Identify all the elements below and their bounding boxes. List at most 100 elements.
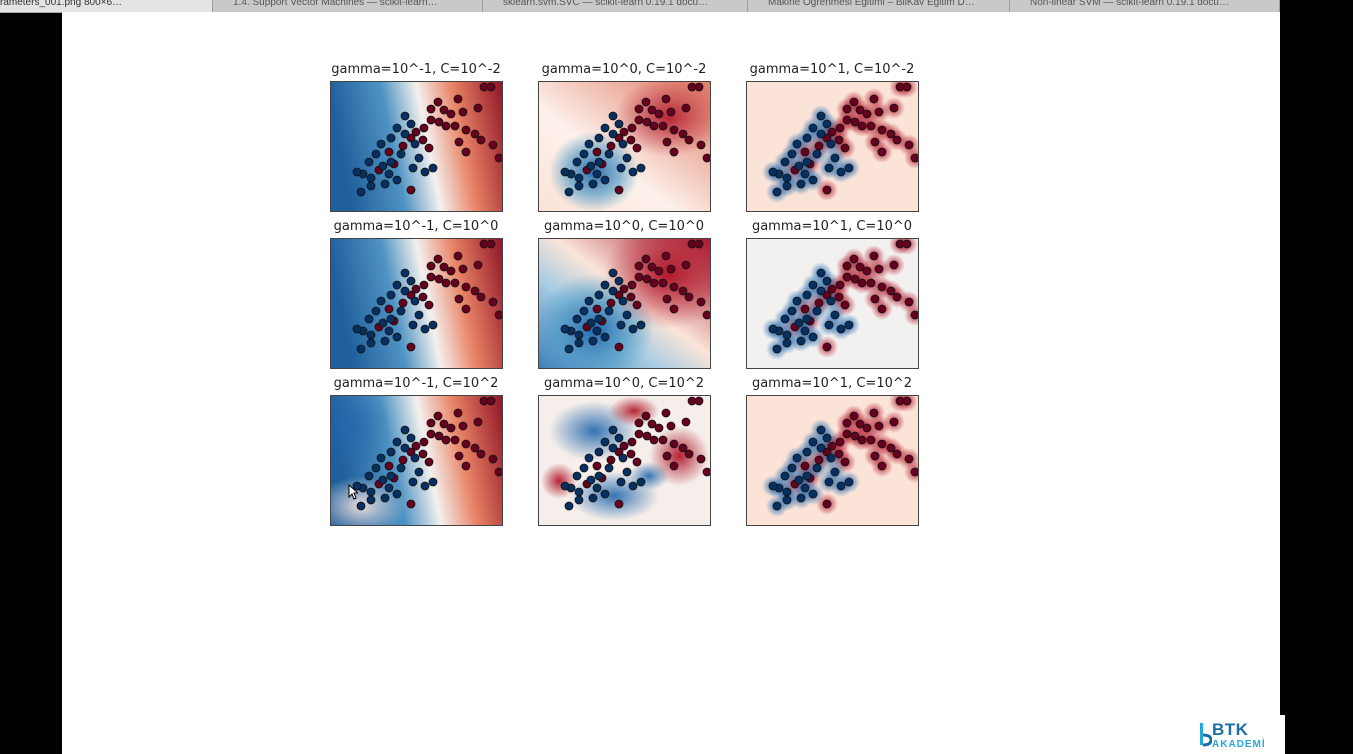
data-point — [608, 425, 618, 435]
data-point — [866, 435, 876, 445]
data-point — [678, 286, 688, 296]
data-point — [400, 111, 410, 121]
data-point — [588, 493, 598, 503]
data-point — [814, 455, 824, 465]
data-point — [857, 278, 867, 288]
data-point — [454, 451, 464, 461]
data-point — [594, 314, 604, 324]
data-point — [768, 167, 778, 177]
data-point — [844, 320, 854, 330]
data-point — [564, 344, 574, 354]
data-point — [782, 330, 792, 340]
data-point — [836, 324, 846, 334]
data-point — [614, 119, 624, 129]
data-point — [822, 276, 832, 286]
data-point — [826, 296, 836, 306]
data-point — [768, 324, 778, 334]
data-point — [426, 418, 436, 428]
browser-tab-2[interactable]: 1.4. Support Vector Machines — scikit-le… — [213, 0, 483, 12]
data-point — [428, 320, 438, 330]
data-point — [842, 115, 852, 125]
data-point — [406, 185, 416, 195]
data-point — [824, 163, 834, 173]
data-point — [802, 314, 812, 324]
data-point — [420, 324, 430, 334]
data-point — [816, 268, 826, 278]
data-point — [574, 173, 584, 183]
data-point — [473, 260, 483, 270]
subplot-title: gamma=10^1, C=10^2 — [751, 376, 913, 391]
data-point — [398, 298, 408, 308]
data-point — [392, 280, 402, 290]
data-point — [396, 306, 406, 316]
data-point — [446, 423, 456, 433]
data-point — [376, 139, 386, 149]
data-point — [830, 467, 840, 477]
data-point — [572, 157, 582, 167]
data-point — [627, 280, 637, 290]
data-point — [661, 94, 671, 104]
data-point — [584, 453, 594, 463]
data-point — [426, 261, 436, 271]
data-point — [392, 123, 402, 133]
data-point — [836, 481, 846, 491]
data-point — [669, 147, 679, 157]
data-point — [822, 290, 832, 300]
mouse-cursor-icon — [348, 484, 358, 500]
data-point — [618, 453, 628, 463]
data-point — [827, 127, 837, 137]
data-point — [634, 418, 644, 428]
data-point — [636, 477, 646, 487]
data-point — [588, 179, 598, 189]
data-point — [886, 286, 896, 296]
data-point — [371, 463, 381, 473]
data-point — [886, 129, 896, 139]
data-point — [584, 139, 594, 149]
data-point — [564, 501, 574, 511]
data-point — [600, 123, 610, 133]
data-point — [592, 483, 602, 493]
data-point — [782, 338, 792, 348]
data-point — [636, 320, 646, 330]
data-point — [666, 264, 676, 274]
data-point — [586, 475, 596, 485]
data-point — [814, 298, 824, 308]
data-point — [371, 306, 381, 316]
data-point — [669, 282, 679, 292]
data-point — [470, 286, 480, 296]
svm-decision-subplot — [330, 81, 503, 212]
data-point — [849, 254, 859, 264]
data-point — [800, 326, 810, 336]
data-point — [450, 278, 460, 288]
browser-tab-1[interactable]: rameters_001.png 800×6… — [0, 0, 213, 12]
data-point — [666, 107, 676, 117]
data-point — [608, 286, 618, 296]
data-point — [411, 441, 421, 451]
data-point — [614, 290, 624, 300]
browser-tab-3[interactable]: sklearn.svm.SVC — scikit-learn 0.19.1 do… — [483, 0, 748, 12]
data-point — [434, 117, 444, 127]
data-point — [816, 443, 826, 453]
data-point — [384, 304, 394, 314]
data-point — [424, 300, 434, 310]
data-point — [619, 441, 629, 451]
browser-tab-5[interactable]: Non-linear SVM — scikit-learn 0.19.1 doc… — [1010, 0, 1280, 12]
data-point — [647, 105, 657, 115]
watermark-logo: BTK AKADEMİ — [1190, 715, 1285, 754]
data-point — [488, 297, 498, 307]
data-point — [572, 471, 582, 481]
data-point — [386, 290, 396, 300]
data-point — [366, 330, 376, 340]
data-point — [814, 141, 824, 151]
data-point — [830, 153, 840, 163]
data-point — [586, 161, 596, 171]
data-point — [461, 125, 471, 135]
data-point — [816, 129, 826, 139]
browser-tab-4[interactable]: Makine Öğrenmesi Eğitimi – BilKav Eğitim… — [748, 0, 1010, 12]
data-point — [476, 135, 486, 145]
data-point — [592, 147, 602, 157]
data-point — [808, 280, 818, 290]
data-point — [614, 276, 624, 286]
data-point — [702, 153, 710, 163]
data-point — [792, 296, 802, 306]
